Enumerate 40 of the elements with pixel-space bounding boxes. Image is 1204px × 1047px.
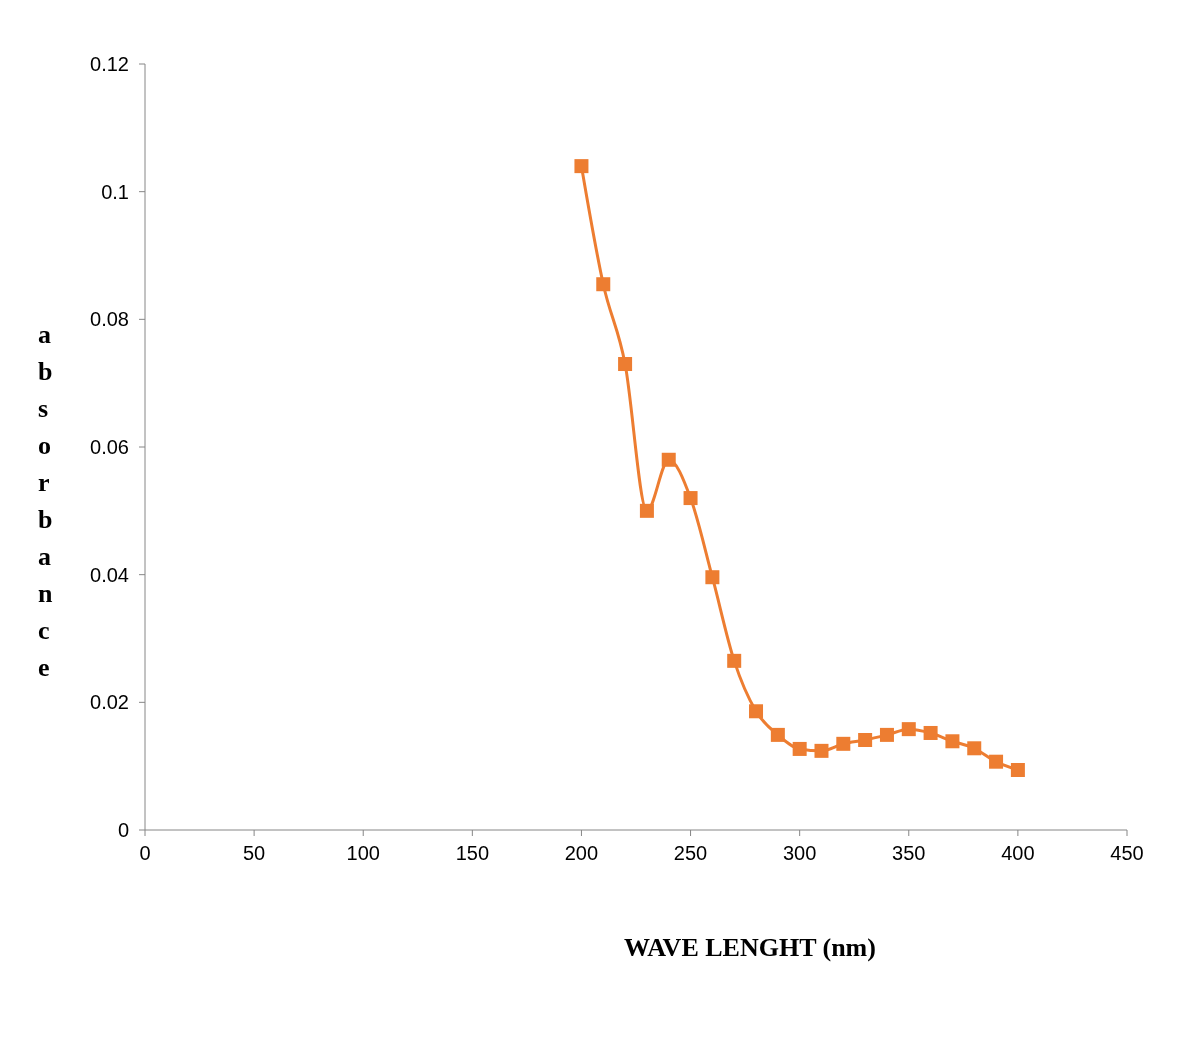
point <box>574 159 589 174</box>
point <box>814 743 829 758</box>
x-tick-label: 150 <box>455 842 490 865</box>
y-tick-label: 0.04 <box>90 563 129 586</box>
point <box>945 734 960 749</box>
y-tick-label: 0 <box>117 819 129 842</box>
y-tick-label: 0.02 <box>90 691 129 714</box>
point <box>923 725 938 740</box>
y-tick-label: 0.12 <box>90 53 129 76</box>
x-tick-label: 350 <box>892 842 926 865</box>
y-tick-label: 0.08 <box>90 308 129 331</box>
x-tick-label: 0 <box>139 842 151 865</box>
point <box>901 722 916 737</box>
point <box>749 704 764 719</box>
x-tick-label: 300 <box>782 842 817 865</box>
point <box>596 277 611 292</box>
point <box>705 570 720 585</box>
point <box>858 733 873 747</box>
point <box>727 653 742 668</box>
point <box>1010 763 1025 777</box>
text: absorbance <box>38 320 53 682</box>
point <box>639 503 654 518</box>
point <box>683 491 698 506</box>
point <box>661 452 676 467</box>
point <box>618 357 633 372</box>
x-axis-title: WAVE LENGHT (nm) <box>623 933 877 963</box>
x-tick-label: 200 <box>564 842 599 865</box>
point <box>770 727 785 742</box>
point <box>967 741 982 756</box>
point <box>879 727 894 742</box>
point <box>989 754 1004 769</box>
x-tick-label: 50 <box>242 842 266 865</box>
x-tick-label: 250 <box>673 842 708 865</box>
point <box>792 741 807 756</box>
x-tick-label: 450 <box>1110 842 1144 865</box>
x-tick-label: 100 <box>346 842 380 865</box>
y-tick-label: 0.06 <box>90 436 129 459</box>
point <box>836 736 851 751</box>
y-tick-label: 0.1 <box>101 180 129 203</box>
x-tick-label: 400 <box>1001 842 1035 865</box>
